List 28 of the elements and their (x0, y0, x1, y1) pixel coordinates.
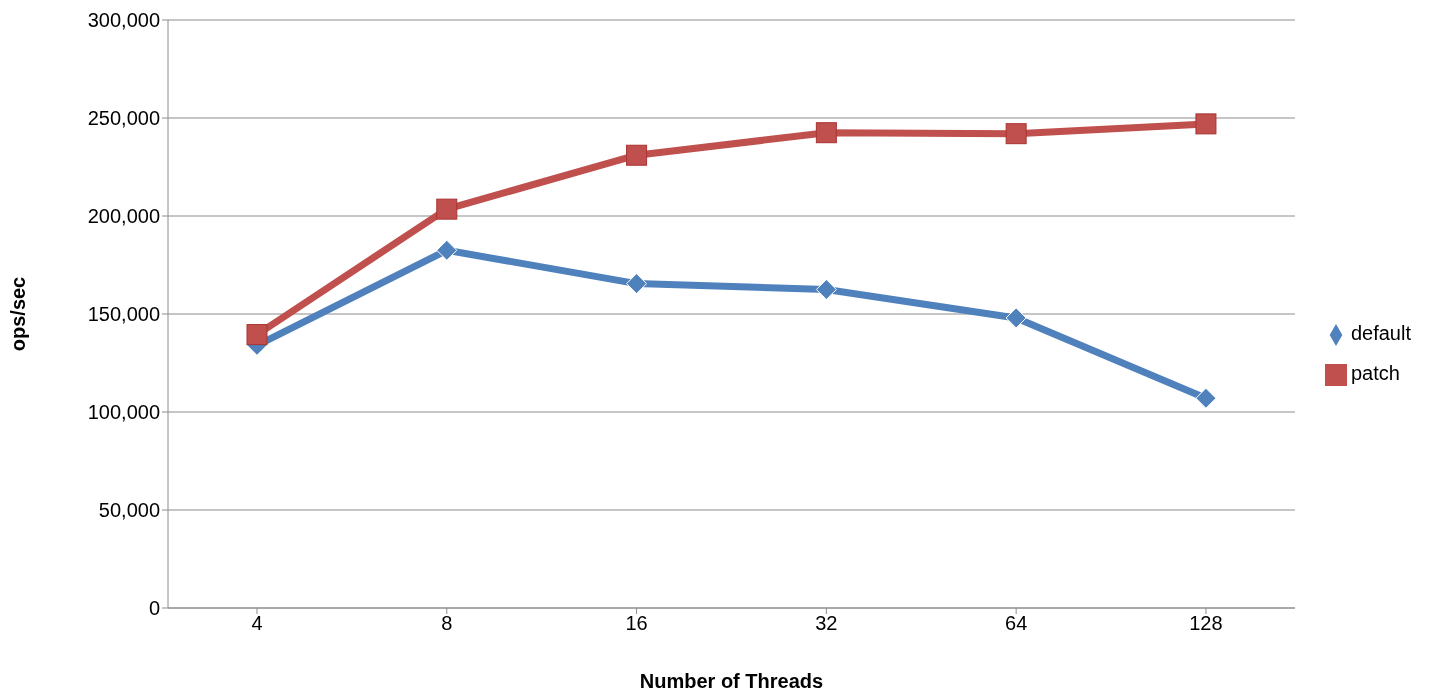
y-tick-label: 100,000 (87, 401, 160, 424)
point (1195, 113, 1217, 135)
x-tick-label: 128 (1189, 612, 1223, 635)
y-tick-label: 200,000 (87, 205, 160, 228)
point (1005, 123, 1027, 145)
y-tick-label: 150,000 (87, 303, 160, 326)
y-tick-label: 50,000 (98, 499, 160, 522)
y-tick-label: 250,000 (87, 107, 160, 130)
point (815, 122, 837, 144)
point (1195, 387, 1217, 409)
legend-label: default (1350, 322, 1411, 344)
point (626, 273, 648, 295)
x-tick-label: 64 (1005, 612, 1028, 635)
y-tick-label: 0 (148, 597, 160, 620)
point (436, 239, 458, 261)
x-tick-label: 32 (815, 612, 838, 635)
point (246, 324, 268, 346)
point (815, 279, 837, 300)
x-tick-label: 16 (625, 612, 648, 635)
x-axis-title: Number of Threads (639, 670, 824, 692)
x-tick-label: 8 (441, 612, 453, 635)
x-tick-label: 4 (251, 612, 263, 635)
point (626, 144, 648, 166)
point (436, 198, 458, 220)
point (1005, 307, 1027, 329)
legend-label: patch (1350, 362, 1400, 384)
y-tick-label: 300,000 (87, 9, 160, 32)
y-axis-title: ops/sec (7, 276, 30, 352)
